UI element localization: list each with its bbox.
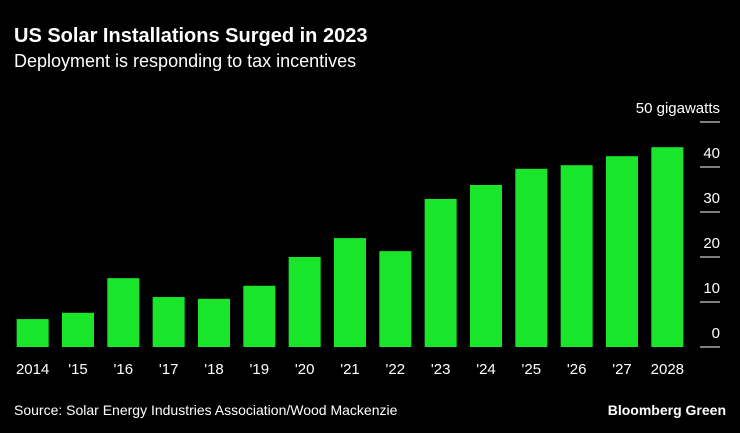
x-tick-label: '16: [114, 361, 134, 378]
bar: [515, 168, 548, 347]
y-tick-label: 30: [703, 190, 720, 207]
x-tick-label: '25: [522, 361, 542, 378]
y-tick-label: 50 gigawatts: [636, 100, 720, 117]
x-tick-label: '21: [340, 361, 360, 378]
y-tick-label: 10: [703, 280, 720, 297]
y-tick-label: 0: [712, 325, 720, 342]
bar: [62, 312, 94, 347]
bar: [152, 297, 185, 347]
bar: [606, 156, 638, 347]
source: Source: Solar Energy Industries Associat…: [14, 402, 398, 418]
bar: [470, 185, 502, 347]
x-tick-label: '27: [612, 361, 632, 378]
x-tick-label: 2014: [16, 361, 49, 378]
x-tick-label: '23: [431, 361, 451, 378]
credit: Bloomberg Green: [608, 402, 726, 418]
x-tick-label: '15: [68, 361, 88, 378]
x-tick-label: '17: [159, 361, 179, 378]
y-tick-label: 40: [703, 145, 720, 162]
chart-subtitle: Deployment is responding to tax incentiv…: [14, 51, 356, 71]
x-tick-label: '19: [250, 361, 270, 378]
x-tick-label: '22: [386, 361, 406, 378]
bar: [243, 285, 276, 347]
bar: [334, 238, 366, 347]
bar: [107, 278, 140, 347]
y-tick-label: 20: [703, 235, 720, 252]
x-tick-label: 2028: [651, 361, 684, 378]
bar: [379, 251, 412, 347]
bar: [288, 257, 321, 347]
bar: [560, 165, 593, 347]
bar: [424, 198, 457, 347]
bar: [16, 319, 49, 347]
bar: [198, 298, 230, 347]
x-tick-label: '24: [476, 361, 496, 378]
x-tick-label: '18: [204, 361, 224, 378]
chart-title: US Solar Installations Surged in 2023: [14, 25, 367, 47]
x-tick-label: '26: [567, 361, 587, 378]
x-tick-label: '20: [295, 361, 315, 378]
bar: [651, 147, 684, 347]
